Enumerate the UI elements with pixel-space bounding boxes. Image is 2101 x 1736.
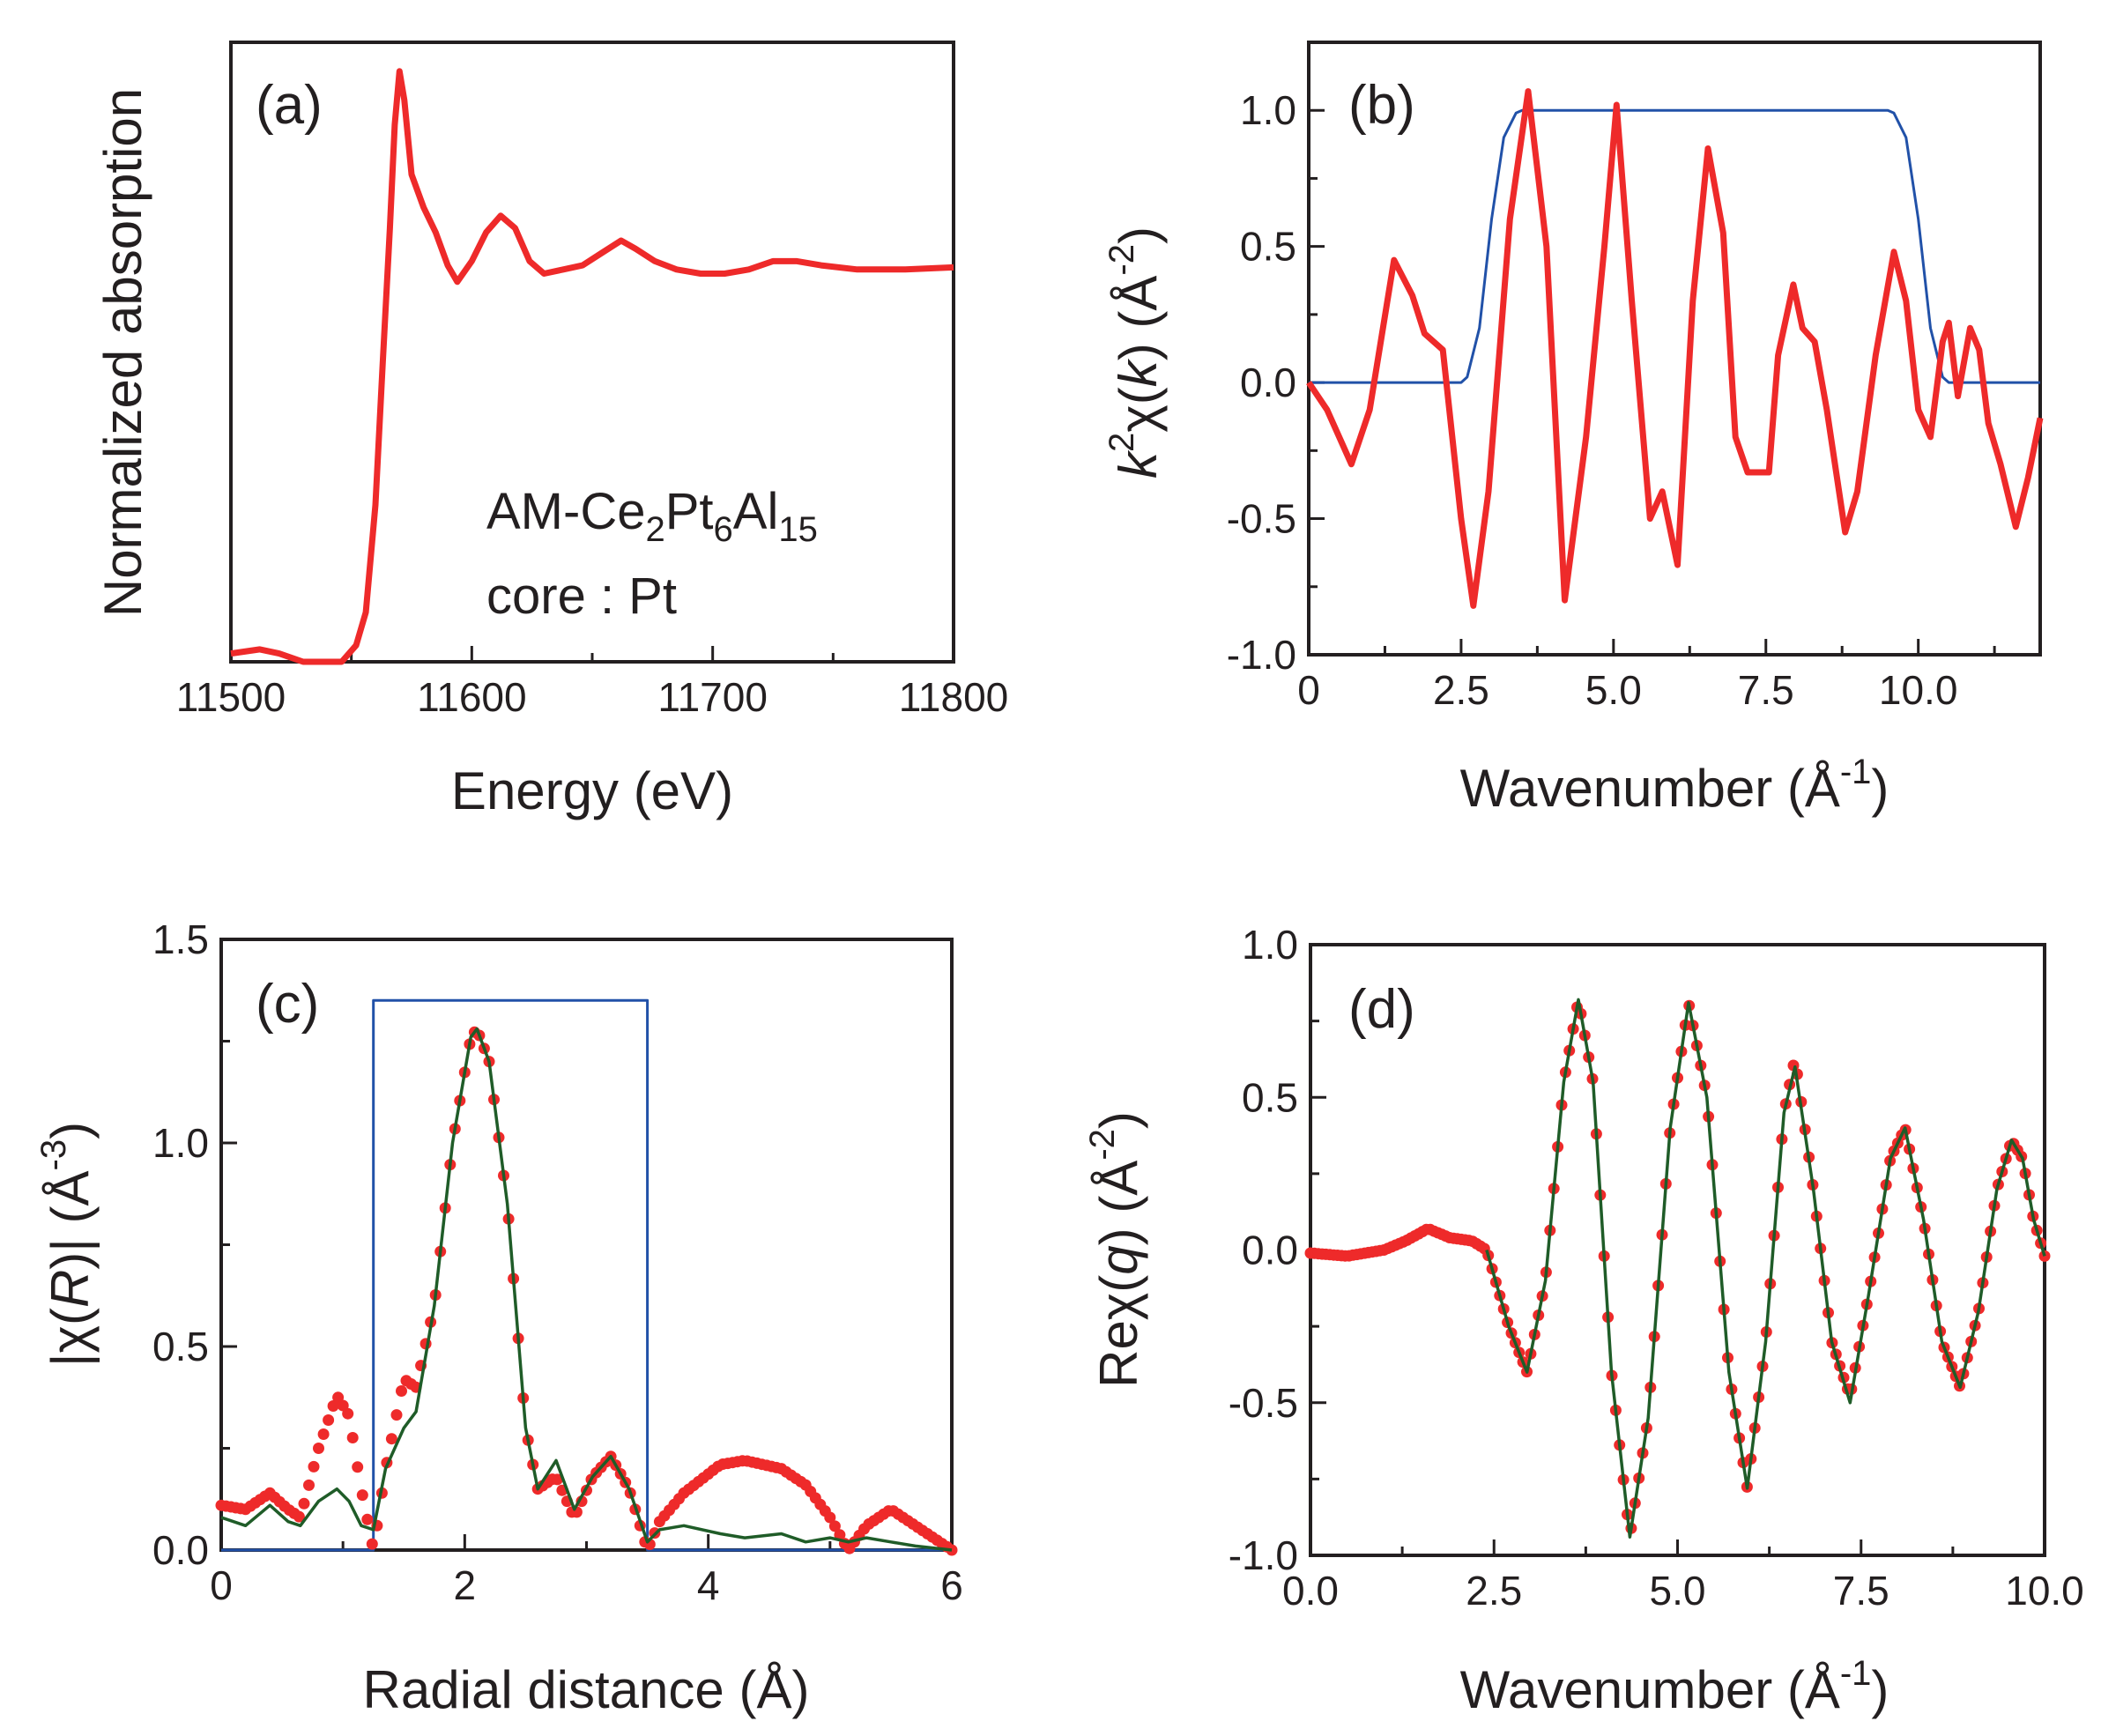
panel-c-xtick-label: 2 (454, 1562, 477, 1608)
panel-d-xtick-label: 2.5 (1466, 1568, 1522, 1614)
panel-d-series-fit (1485, 998, 2046, 1539)
panel-c-data-point (327, 1400, 339, 1412)
panel-d-ytick-label: 0.5 (1242, 1074, 1298, 1120)
panel-b-xtick-label: 0 (1297, 667, 1320, 713)
panel-b-ylabel: k2χ(k) (Å-2) (1102, 226, 1168, 479)
panel-b-ytick-label: 1.0 (1240, 87, 1296, 133)
panel-d-xtick-label: 0.0 (1282, 1568, 1339, 1614)
panel-b-ytick-label: 0.5 (1240, 224, 1296, 270)
panel-c-xtick-label: 0 (210, 1562, 233, 1608)
panel-d-xlabel: Wavenumber (Å-1) (1460, 1654, 1889, 1719)
panel-d-ytick-label: -1.0 (1229, 1532, 1298, 1578)
panel-b-xlabel: Wavenumber (Å-1) (1460, 753, 1889, 818)
panel-c-data-point (303, 1479, 315, 1491)
panel-a-xtick-label: 11700 (657, 674, 768, 720)
panel-c-data-point (317, 1428, 330, 1440)
panel-c-xtick-label: 4 (697, 1562, 720, 1608)
panel-c-data-point (551, 1473, 563, 1486)
panel-c-data-point (834, 1529, 846, 1541)
panel-b-xtick-label: 2.5 (1433, 667, 1489, 713)
panel-b-ytick-label: -1.0 (1227, 632, 1296, 678)
panel-c-data-point (390, 1409, 403, 1421)
panel-a-compound-label: AM-Ce2Pt6Al15 (486, 483, 818, 549)
panel-a-ylabel: Normalized absorption (93, 88, 152, 617)
panel-c-data-point (298, 1497, 310, 1510)
panel-c-data-point (308, 1460, 320, 1473)
panel-c-xtick-label: 6 (940, 1562, 963, 1608)
panel-a-xtick-label: 11600 (417, 674, 527, 720)
panel-a-series-data (230, 68, 954, 665)
panel-c-data-point (356, 1489, 368, 1502)
panel-c-frame (219, 938, 954, 1552)
panel-d-ytick-label: -0.5 (1229, 1380, 1298, 1426)
panel-d-xtick-label: 7.5 (1833, 1568, 1889, 1614)
panel-c-ytick-label: 1.0 (152, 1120, 209, 1166)
panel-b-series-window (1309, 108, 2040, 384)
panel-a-marks: 11500 11600 11700 11800 (176, 68, 1009, 720)
panel-d-frame (1309, 943, 2046, 1557)
panel-b-marks: 0 2.5 5.0 7.5 10.0 -1.0 -0.5 0.0 0.5 1.0 (1227, 87, 2044, 713)
panel-d-ytick-label: 0.0 (1242, 1228, 1298, 1273)
panel-c-ylabel: |χ(R)| (Å-3) (34, 1122, 100, 1367)
panel-d-ylabel: Reχ(q) (Å-2) (1083, 1111, 1148, 1388)
panel-c-label: (c) (256, 974, 319, 1035)
panel-c-data-point (293, 1510, 305, 1523)
panel-c-data-point (352, 1461, 364, 1473)
panel-d-label: (d) (1348, 979, 1415, 1040)
panel-c-data-point (366, 1538, 378, 1550)
panel-b-frame (1307, 41, 2042, 657)
panel-c-ytick-label: 0.0 (152, 1527, 209, 1573)
panel-b-ytick-label: -0.5 (1227, 496, 1296, 542)
panel-a-xtick-label: 11800 (899, 674, 1009, 720)
panel-c-ytick-label: 0.5 (152, 1324, 209, 1369)
panel-d-marks: 0.0 2.5 5.0 7.5 10.0 -1.0 -0.5 0.0 0.5 1.0 (1229, 922, 2084, 1614)
panel-c-ytick-label: 1.5 (152, 916, 209, 962)
panel-a-xlabel: Energy (eV) (451, 761, 733, 820)
panel-b-ytick-label: 0.0 (1240, 360, 1296, 405)
panel-c-series-fit (220, 1027, 953, 1552)
panel-c-data-point (346, 1432, 359, 1443)
panel-b-xtick-label: 7.5 (1738, 667, 1794, 713)
panel-c-data-point (313, 1443, 324, 1454)
panel-c-series-window (221, 998, 952, 1552)
panel-a-core-label: core : Pt (486, 568, 677, 625)
panel-b-xtick-label: 10.0 (1879, 667, 1958, 713)
panel-b: 0 2.5 5.0 7.5 10.0 -1.0 -0.5 0.0 0.5 1.0 (b) Wave… (1102, 41, 2044, 818)
panel-c-data-point (323, 1414, 335, 1426)
panel-c-data-point (361, 1513, 374, 1525)
panel-a: 11500 11600 11700 11800 (a) AM-Ce2Pt6Al15 c… (93, 41, 1009, 820)
panel-b-series-data (1306, 88, 2044, 609)
panel-a-label: (a) (256, 75, 323, 136)
panel-c-data-point (828, 1520, 841, 1532)
panel-c-marks: 0 2 4 6 0.0 0.5 1.0 1.5 (152, 916, 963, 1608)
panel-d-xtick-label: 10.0 (2005, 1568, 2084, 1614)
panel-d: 0.0 2.5 5.0 7.5 10.0 -1.0 -0.5 0.0 0.5 1.0 (d) Wa… (1083, 922, 2084, 1719)
panel-c-data-point (342, 1407, 354, 1420)
panel-c-data-point (385, 1433, 397, 1445)
panel-a-xtick-label: 11500 (176, 674, 286, 720)
panel-c-data-point (824, 1511, 836, 1524)
panel-d-ytick-label: 1.0 (1242, 922, 1298, 968)
panel-c-data-point (396, 1385, 407, 1397)
panel-b-label: (b) (1348, 75, 1415, 136)
panel-d-xtick-label: 5.0 (1650, 1568, 1706, 1614)
panel-c: 0 2 4 6 0.0 0.5 1.0 1.5 (c) Radial distance (Å)… (34, 916, 963, 1719)
panel-c-xlabel: Radial distance (Å) (363, 1660, 810, 1719)
panel-b-xtick-label: 5.0 (1585, 667, 1642, 713)
